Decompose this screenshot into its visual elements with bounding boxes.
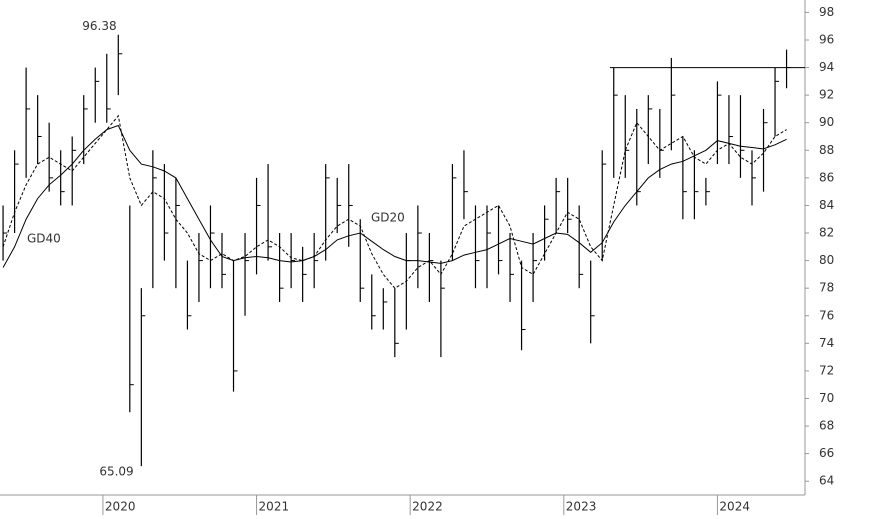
high-label: 96.38 bbox=[82, 19, 116, 33]
y-tick-label: 76 bbox=[819, 308, 834, 322]
y-tick-label: 78 bbox=[819, 281, 834, 295]
y-tick-label: 64 bbox=[819, 474, 834, 488]
y-tick-label: 90 bbox=[819, 115, 834, 129]
x-tick-label: 2021 bbox=[259, 500, 290, 514]
y-tick-label: 92 bbox=[819, 88, 834, 102]
x-tick-label: 2022 bbox=[412, 500, 443, 514]
y-tick-label: 72 bbox=[819, 363, 834, 377]
x-tick-label: 2024 bbox=[719, 500, 750, 514]
series-label: GD20 bbox=[371, 211, 405, 225]
y-tick-label: 96 bbox=[819, 32, 834, 46]
low-label: 65.09 bbox=[99, 465, 133, 479]
x-tick-label: 2023 bbox=[566, 500, 597, 514]
y-tick-label: 98 bbox=[819, 5, 834, 19]
series-label: GD40 bbox=[27, 232, 61, 246]
y-tick-label: 66 bbox=[819, 446, 834, 460]
y-tick-label: 70 bbox=[819, 391, 834, 405]
y-tick-label: 80 bbox=[819, 253, 834, 267]
x-tick-label: 2020 bbox=[105, 500, 136, 514]
moving-average bbox=[2, 124, 787, 268]
y-tick-label: 86 bbox=[819, 170, 834, 184]
moving-average bbox=[2, 114, 787, 289]
y-tick-label: 94 bbox=[819, 60, 834, 74]
y-tick-label: 88 bbox=[819, 143, 834, 157]
y-tick-label: 74 bbox=[819, 336, 834, 350]
y-tick-label: 82 bbox=[819, 226, 834, 240]
y-tick-label: 84 bbox=[819, 198, 834, 212]
y-tick-label: 68 bbox=[819, 419, 834, 433]
